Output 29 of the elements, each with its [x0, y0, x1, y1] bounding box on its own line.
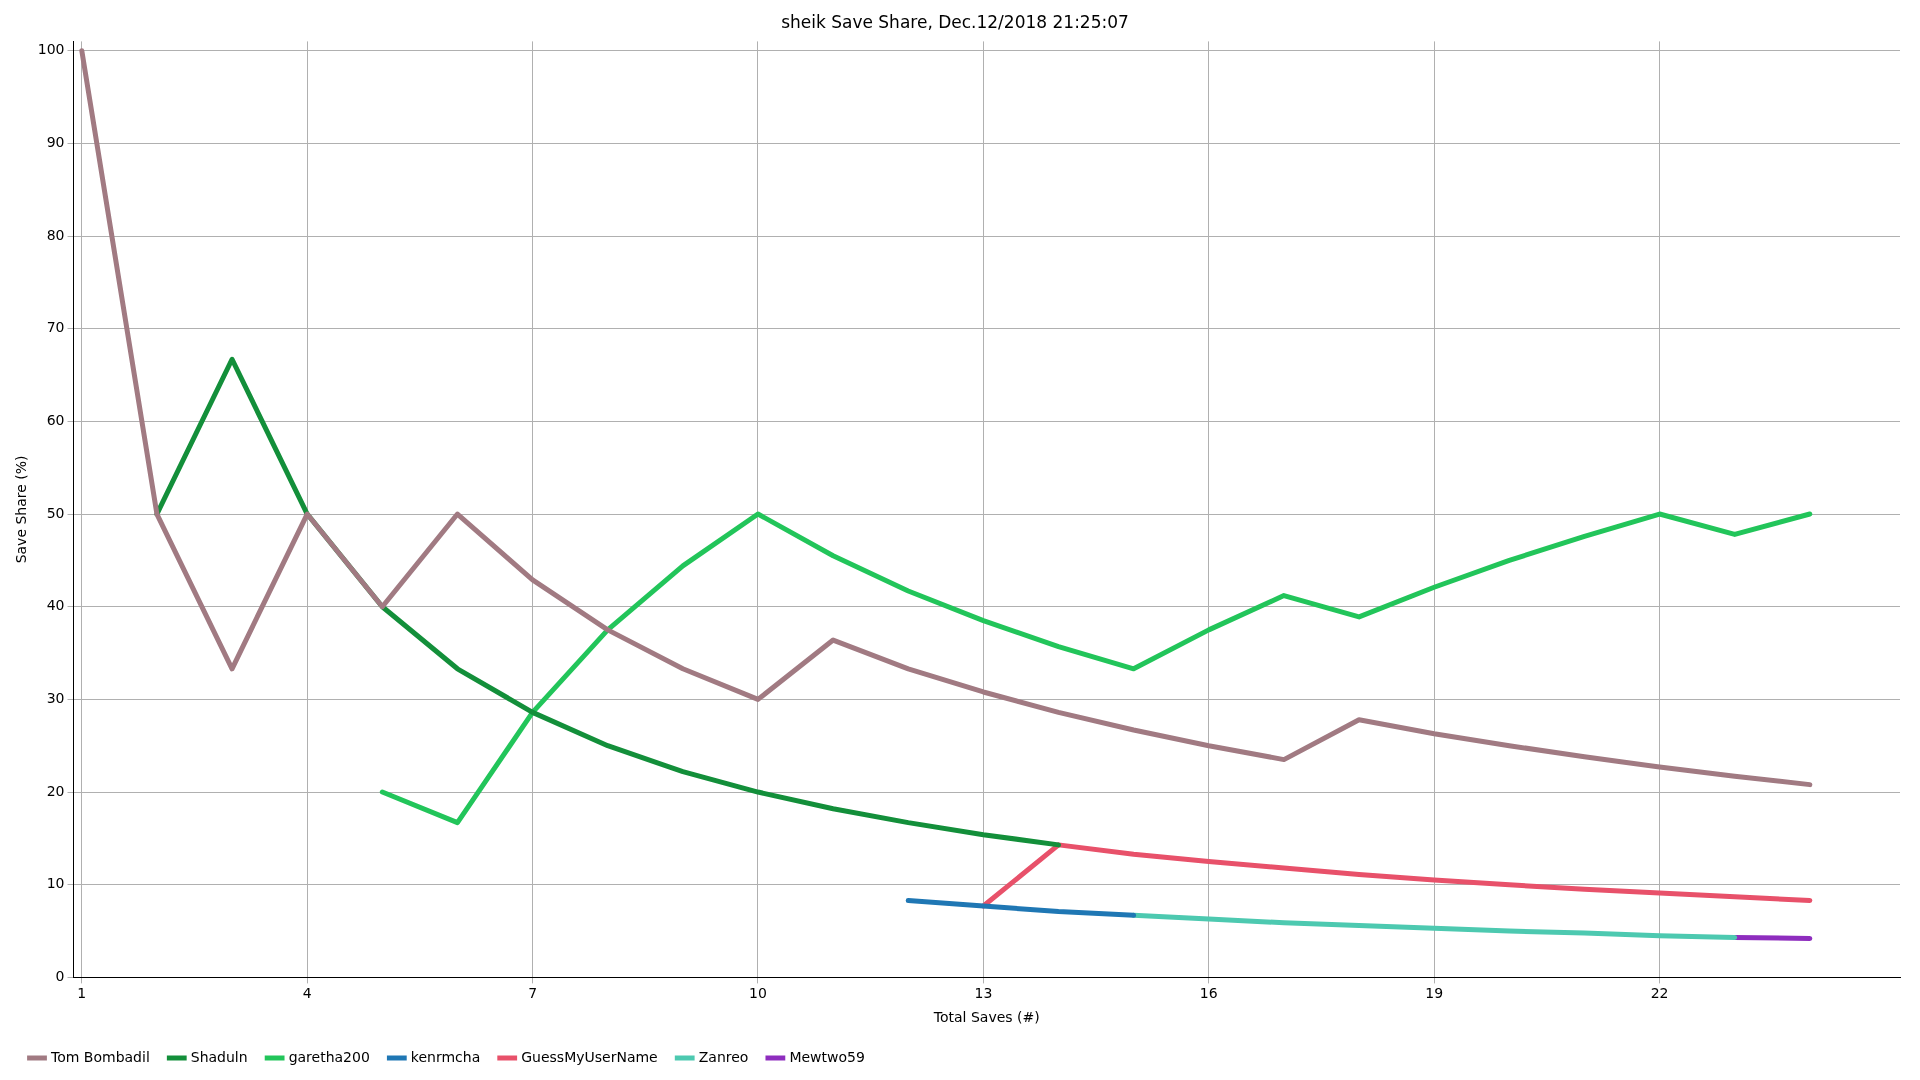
legend-label: Zanreo: [698, 1048, 749, 1065]
y-tick-label: 60: [46, 412, 65, 428]
x-tick-label: 16: [1199, 985, 1218, 1002]
y-tick-label: 50: [46, 504, 65, 521]
y-tick-label: 0: [55, 968, 65, 985]
x-tick-label: 1: [77, 985, 87, 1002]
y-tick-label: 40: [46, 597, 65, 614]
y-tick-label: 80: [46, 226, 65, 243]
x-tick-label: 13: [974, 985, 993, 1002]
y-tick-label: 10: [46, 875, 65, 892]
y-tick-label: 70: [46, 319, 65, 336]
y-tick-label: 30: [46, 690, 65, 707]
y-tick-label: 20: [46, 782, 65, 799]
x-axis-title: Total Saves (#): [932, 1009, 1040, 1026]
x-tick-label: 10: [749, 985, 767, 1002]
x-tick-label: 7: [528, 985, 538, 1002]
x-tick-label: 22: [1650, 985, 1669, 1002]
x-tick-label: 4: [302, 985, 312, 1002]
legend-label: garetha200: [288, 1048, 370, 1065]
legend-label: GuessMyUserName: [521, 1048, 658, 1065]
y-axis-title: Save Share (%): [13, 455, 30, 564]
legend-label: Tom Bombadil: [50, 1048, 150, 1065]
legend-label: Shaduln: [190, 1048, 248, 1065]
chart-title: sheik Save Share, Dec.12/2018 21:25:07: [781, 11, 1129, 32]
y-tick-label: 100: [37, 41, 65, 58]
y-tick-label: 90: [46, 133, 65, 150]
legend-label: kenrmcha: [410, 1048, 481, 1065]
legend-label: Mewtwo59: [789, 1048, 865, 1065]
x-tick-label: 19: [1425, 985, 1444, 1002]
